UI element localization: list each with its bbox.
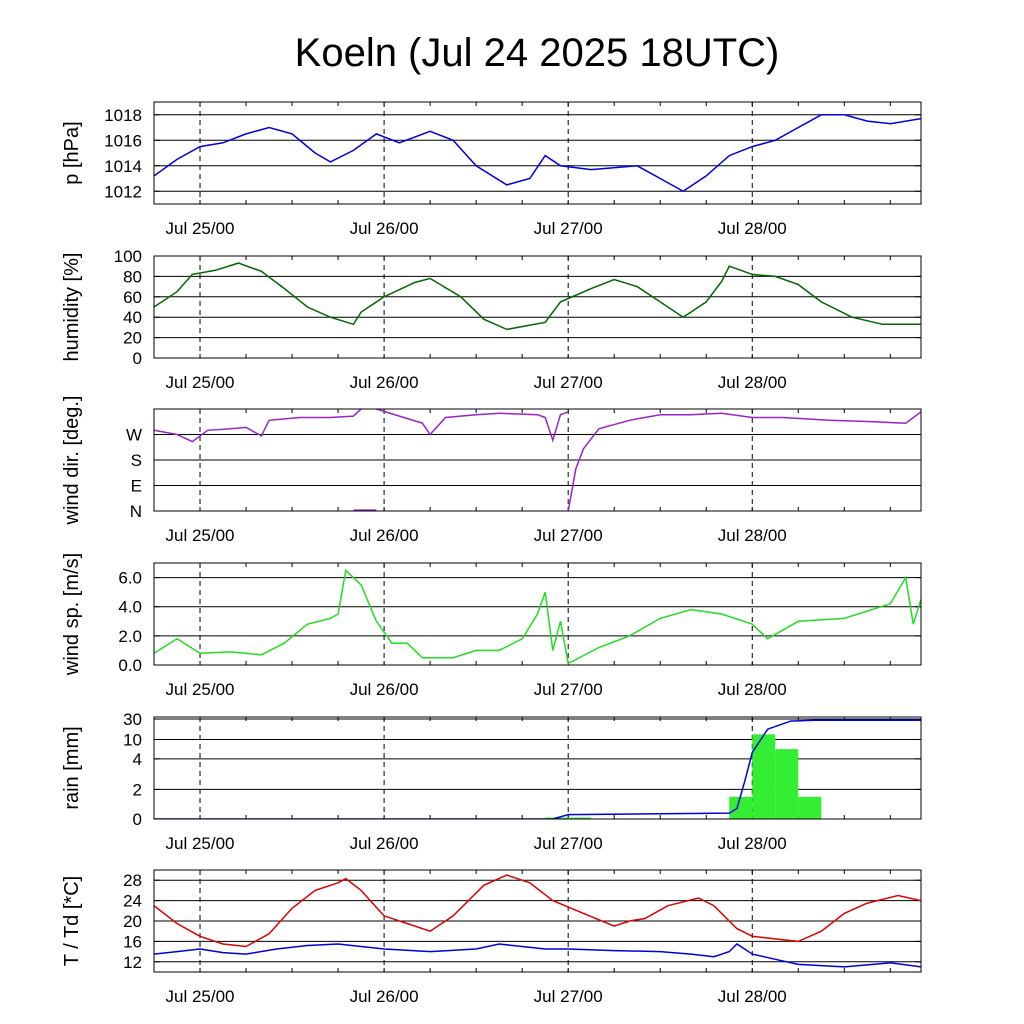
series-line-1 <box>154 262 921 331</box>
y-tick-label: 24 <box>123 892 142 911</box>
x-tick-label: Jul 26/00 <box>350 834 419 853</box>
y-tick-label: 20 <box>123 329 142 348</box>
panel-frame <box>153 101 922 205</box>
y-tick-label: W <box>126 426 142 445</box>
y-tick-label: 4.0 <box>118 598 142 617</box>
series-line-1 <box>154 409 362 443</box>
y-tick-label: 1014 <box>104 157 142 176</box>
x-tick-label: Jul 25/00 <box>166 219 235 238</box>
x-tick-label: Jul 26/00 <box>350 373 419 392</box>
rain-bar <box>752 734 776 819</box>
y-tick-label: 60 <box>123 288 142 307</box>
y-tick-label: 16 <box>123 932 142 951</box>
y-axis-label: rain [mm] <box>61 726 83 809</box>
y-axis-label: p [hPa] <box>61 121 83 184</box>
panel-frame <box>153 255 922 359</box>
y-tick-label: 2.0 <box>118 627 142 646</box>
y-tick-label: S <box>131 451 142 470</box>
series-line-2 <box>154 943 921 968</box>
x-tick-label: Jul 27/00 <box>534 680 603 699</box>
series-line-1 <box>567 411 921 511</box>
y-tick-label: 6.0 <box>118 569 142 588</box>
y-tick-label: N <box>130 502 142 521</box>
rain-bar <box>545 817 592 819</box>
y-tick-label: 0 <box>133 810 142 829</box>
panel-frame <box>153 408 922 512</box>
y-tick-label: 2 <box>133 780 142 799</box>
panel-frame <box>153 869 922 973</box>
x-tick-label: Jul 27/00 <box>534 526 603 545</box>
y-tick-label: 80 <box>123 267 142 286</box>
y-tick-label: 100 <box>114 247 142 266</box>
x-tick-label: Jul 26/00 <box>350 526 419 545</box>
y-axis-label: wind dir. [deg.] <box>61 396 83 526</box>
x-tick-label: Jul 27/00 <box>534 834 603 853</box>
y-tick-label: 1018 <box>104 106 142 125</box>
rain-bar <box>775 749 799 819</box>
y-tick-label: 1012 <box>104 182 142 201</box>
x-tick-label: Jul 26/00 <box>350 219 419 238</box>
y-tick-label: 12 <box>123 953 142 972</box>
y-tick-label: 20 <box>123 912 142 931</box>
y-tick-label: 4 <box>133 750 142 769</box>
x-tick-label: Jul 28/00 <box>718 373 787 392</box>
y-tick-label: 28 <box>123 871 142 890</box>
series-line-1 <box>154 874 921 948</box>
panel-frame <box>153 562 922 666</box>
y-tick-label: 10 <box>123 730 142 749</box>
x-tick-label: Jul 28/00 <box>718 680 787 699</box>
y-axis-label: T / Td [*C] <box>61 876 83 966</box>
y-tick-label: 1016 <box>104 131 142 150</box>
x-tick-label: Jul 28/00 <box>718 834 787 853</box>
x-tick-label: Jul 28/00 <box>718 526 787 545</box>
y-tick-label: 0 <box>133 349 142 368</box>
x-tick-label: Jul 25/00 <box>166 373 235 392</box>
x-tick-label: Jul 25/00 <box>166 526 235 545</box>
y-tick-label: 40 <box>123 308 142 327</box>
series-line-1 <box>376 409 569 443</box>
y-axis-label: humidity [%] <box>61 253 83 362</box>
x-tick-label: Jul 28/00 <box>718 219 787 238</box>
y-tick-label: 0.0 <box>118 656 142 675</box>
y-tick-label: 30 <box>123 710 142 729</box>
x-tick-label: Jul 27/00 <box>534 987 603 1006</box>
x-tick-label: Jul 25/00 <box>166 987 235 1006</box>
series-line-1 <box>154 114 921 193</box>
x-tick-label: Jul 27/00 <box>534 219 603 238</box>
panel-1: 1012 1014 1016 1018 Jul 25/00 Jul 26/00 Jul 27… <box>61 101 922 238</box>
x-tick-label: Jul 26/00 <box>350 680 419 699</box>
x-tick-label: Jul 25/00 <box>166 680 235 699</box>
x-tick-label: Jul 26/00 <box>350 987 419 1006</box>
panel-frame <box>153 716 922 820</box>
panel-4: 0.0 2.0 4.0 6.0 Jul 25/00 Jul 26/00 Jul 27/00 J… <box>61 553 922 699</box>
series-line-1 <box>154 568 921 665</box>
y-tick-label: E <box>131 477 142 496</box>
series-line-1 <box>154 719 921 819</box>
y-axis-label: wind sp. [m/s] <box>61 553 83 676</box>
x-tick-label: Jul 25/00 <box>166 834 235 853</box>
chart-title: Koeln (Jul 24 2025 18UTC) <box>295 31 780 75</box>
x-tick-label: Jul 27/00 <box>534 373 603 392</box>
x-tick-label: Jul 28/00 <box>718 987 787 1006</box>
rain-bar <box>798 796 822 819</box>
rain-bar <box>729 796 753 819</box>
